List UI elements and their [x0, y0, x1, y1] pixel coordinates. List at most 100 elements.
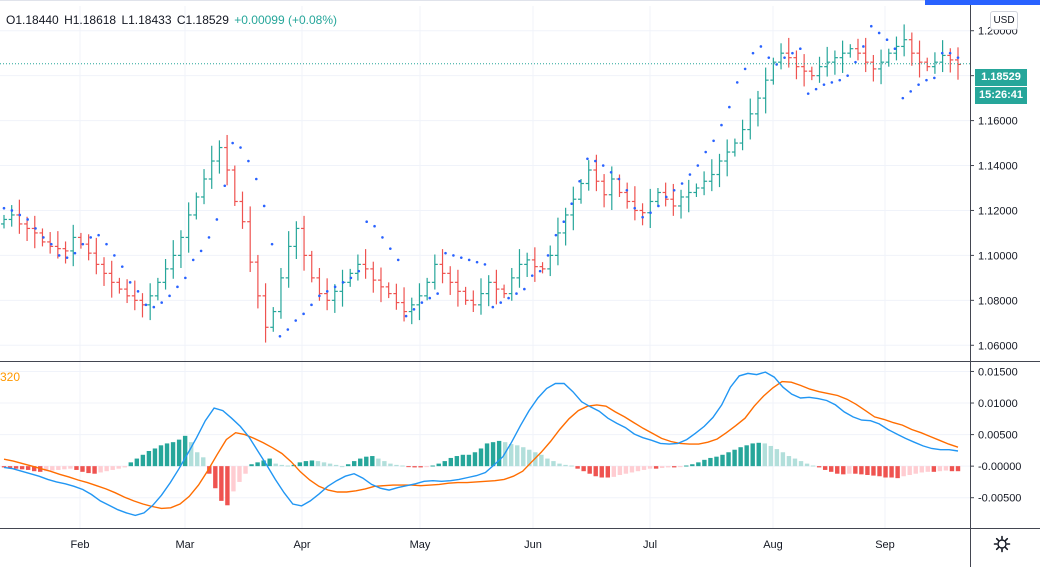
- ohlc-bar: [93, 237, 100, 275]
- ohlc-series: [1, 24, 961, 343]
- ohlc-bar: [31, 215, 38, 249]
- histogram-bar: [617, 466, 623, 475]
- sar-dot: [404, 314, 408, 318]
- sar-dot: [199, 249, 203, 253]
- legend-open: O1.18440: [6, 13, 59, 27]
- sar-dot: [420, 301, 424, 304]
- sar-dot: [223, 184, 227, 188]
- histogram-bar: [587, 466, 592, 474]
- sar-dot: [184, 276, 187, 280]
- sar-dot: [767, 56, 771, 59]
- histogram-bar: [853, 466, 858, 474]
- price-tick-label: 1.16000: [978, 116, 1018, 128]
- histogram-bar: [943, 466, 949, 471]
- ohlc-bar: [562, 207, 569, 246]
- histogram-bar: [762, 443, 767, 467]
- sar-dot: [672, 188, 676, 192]
- sar-dot: [838, 78, 842, 82]
- histogram-bar: [50, 466, 55, 471]
- sar-dot: [396, 258, 400, 262]
- ohlc-bar: [824, 46, 831, 77]
- histogram-bar: [442, 461, 447, 467]
- bar-countdown-label: 15:26:41: [975, 87, 1027, 104]
- ohlc-bar: [193, 192, 200, 220]
- histogram-bar: [309, 460, 315, 467]
- sar-dot: [113, 254, 116, 257]
- sar-dot: [73, 251, 77, 255]
- sar-dot: [688, 173, 692, 176]
- ohlc-bar: [416, 283, 423, 321]
- ohlc-bar: [185, 202, 192, 253]
- histogram-bar: [158, 445, 164, 467]
- histogram-bar: [593, 466, 598, 477]
- sar-dot: [657, 204, 660, 208]
- ohlc-bar: [670, 183, 677, 216]
- histogram-bar: [635, 466, 641, 472]
- sar-dot: [759, 45, 763, 48]
- histogram-bar: [279, 464, 284, 467]
- sar-dot: [822, 83, 826, 86]
- histogram-bar: [865, 466, 870, 475]
- ohlc-bar: [847, 44, 854, 58]
- histogram-bar: [339, 466, 345, 468]
- sar-dot: [254, 177, 258, 181]
- sar-dot: [933, 76, 936, 80]
- ohlc-bar: [654, 187, 661, 206]
- sar-dot: [743, 67, 747, 71]
- ohlc-bar: [439, 249, 446, 284]
- histogram-bar: [104, 466, 109, 472]
- ohlc-bar: [254, 254, 261, 309]
- histogram-bar: [690, 464, 695, 467]
- ohlc-bar: [831, 50, 838, 75]
- sar-dot: [696, 164, 700, 167]
- ohlc-bar: [785, 37, 792, 68]
- sar-dot: [538, 269, 542, 273]
- ohlc-bar: [585, 160, 592, 191]
- histogram-bar: [164, 443, 170, 467]
- settings-button[interactable]: [992, 534, 1012, 554]
- histogram-bar: [605, 466, 610, 478]
- sar-dot: [239, 146, 242, 149]
- histogram-bar: [122, 466, 127, 468]
- histogram-bar: [750, 443, 755, 467]
- histogram-bar: [358, 458, 363, 467]
- sar-dot: [310, 303, 313, 307]
- sar-dot: [909, 90, 912, 93]
- histogram-bar: [484, 443, 490, 467]
- histogram-bar: [31, 466, 37, 472]
- histogram-bar: [321, 462, 327, 467]
- sar-dot: [641, 215, 644, 219]
- histogram-bar: [859, 466, 864, 475]
- sar-dot: [586, 157, 589, 161]
- sar-dot: [846, 74, 849, 77]
- ohlc-bar: [1, 214, 7, 229]
- sar-dot: [215, 218, 219, 221]
- ohlc-bar: [939, 40, 946, 73]
- currency-button[interactable]: USD: [990, 11, 1018, 30]
- sar-dot: [499, 301, 503, 304]
- sar-dot: [365, 220, 368, 223]
- ohlc-bar: [131, 280, 138, 311]
- sar-dot: [609, 170, 613, 174]
- legend-change: +0.00099 (+0.08%): [234, 13, 337, 27]
- histogram-bar: [937, 466, 943, 472]
- histogram-bar: [949, 466, 955, 472]
- histogram-bar: [841, 466, 846, 475]
- ohlc-bar: [554, 217, 561, 266]
- sar-dot: [830, 81, 834, 84]
- signal-line: [3, 380, 959, 510]
- sar-dot: [680, 182, 684, 185]
- ohlc-bar: [931, 52, 938, 74]
- sar-dot: [728, 105, 731, 109]
- ohlc-bar: [277, 267, 284, 319]
- histogram-bar: [786, 456, 792, 467]
- macd-legend[interactable]: 320: [0, 370, 21, 384]
- ohlc-bar: [862, 37, 869, 73]
- ohlc-bar: [354, 254, 361, 281]
- sar-dot: [530, 274, 534, 277]
- sar-dot: [893, 47, 897, 50]
- histogram-bar: [406, 466, 411, 468]
- ohlc-bar: [239, 191, 246, 229]
- ohlc-bar: [85, 234, 92, 261]
